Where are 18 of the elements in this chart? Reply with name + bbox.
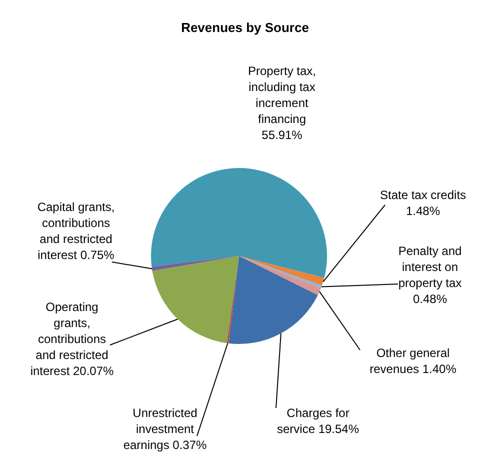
slice-label: Penalty and interest on property tax xyxy=(398,244,462,290)
pie-slice xyxy=(151,168,327,278)
data-label: 0.48% xyxy=(412,292,448,306)
pie-slice xyxy=(152,256,239,344)
pie-slice xyxy=(239,256,321,296)
slice-label: Unrestricted investment earnings 0.37% xyxy=(123,406,208,452)
pie-slice xyxy=(152,256,239,271)
slice-label: Charges for service 19.54% xyxy=(276,406,360,436)
pie-slice xyxy=(226,256,239,344)
slice-label: Operating grants, contributions and restricted interest 20.07% xyxy=(30,300,114,378)
data-label: 55.91% xyxy=(262,128,303,142)
data-label: 1.48% xyxy=(406,204,440,218)
slice-label: Other general revenues 1.40% xyxy=(370,346,457,376)
slice-label: Capital grants, contributions and restricted interest 0.75% xyxy=(37,200,115,262)
pie-slice xyxy=(228,256,318,344)
slice-label: State tax credits xyxy=(380,188,466,202)
slice-label: Property tax, including tax increment financing xyxy=(248,64,316,126)
chart-title: Revenues by Source xyxy=(181,20,309,35)
